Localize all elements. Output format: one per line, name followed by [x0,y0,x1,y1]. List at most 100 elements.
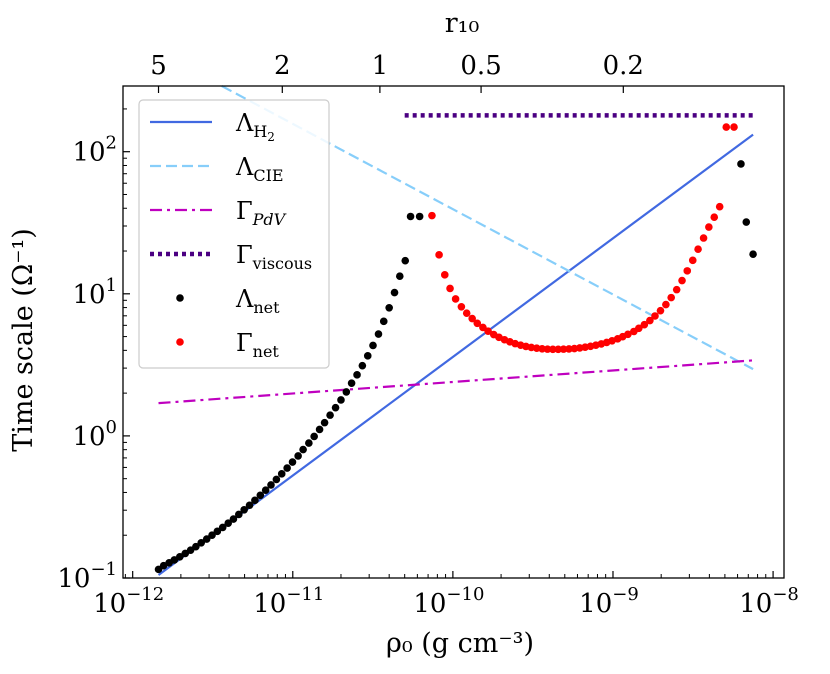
y-tick-label: 100 [72,417,117,452]
x-tick-label: 10−9 [579,584,639,619]
data-point [294,452,302,460]
data-point [678,276,686,285]
legend-box [138,99,330,369]
data-point [213,527,222,536]
data-point [715,202,724,211]
legend-label: ΛCIE [235,153,284,185]
legend-label: ΓPdV [236,197,287,229]
data-point [651,312,659,320]
data-point [374,330,383,338]
data-point [440,271,449,279]
data-point [202,535,211,543]
data-point [694,245,702,254]
data-point [353,371,361,379]
top-tick-label: 0.2 [603,51,644,81]
data-point [379,317,388,326]
data-point [749,250,757,258]
data-point [559,345,568,353]
data-point [457,303,466,311]
data-point [435,251,443,259]
data-point [484,327,492,335]
legend-marker [176,338,184,346]
data-point [326,411,334,419]
top-tick-label: 0.5 [460,51,501,81]
top-tick-label: 1 [372,51,389,81]
data-point [705,223,713,231]
data-point [192,542,200,551]
data-point [159,561,168,570]
data-point [549,345,557,354]
data-point [277,470,286,478]
data-point [385,304,393,312]
legend-label: ΛH2 [235,109,275,144]
legend-label: Λnet [235,285,280,317]
data-point [565,345,573,353]
data-point [428,211,436,220]
data-point [688,256,697,265]
data-point [369,341,377,350]
data-point [406,212,415,221]
data-point [462,309,471,318]
data-point [320,418,329,427]
data-point [451,295,460,303]
top-tick-label: 5 [150,51,167,81]
legend-label: Γnet [236,329,279,361]
data-point [543,345,552,353]
data-point [267,481,275,489]
data-point [251,496,259,505]
x-tick-label: 10−10 [413,584,484,619]
data-point [229,515,238,523]
data-point [256,491,265,500]
x-tick-label: 10−8 [739,584,799,619]
data-point [656,306,665,315]
data-point [358,361,367,370]
data-point [283,464,291,472]
data-point [347,379,356,387]
data-point [363,352,372,360]
data-point [730,123,738,131]
series--net-points [154,160,757,574]
data-point [224,519,232,528]
data-point [240,505,248,514]
data-point [176,552,184,561]
data-point [640,320,649,329]
data-point [395,272,404,281]
y-tick-label: 10−1 [57,559,117,594]
data-point [288,458,297,466]
data-point [699,234,708,242]
data-point [710,213,719,222]
data-point [170,556,179,564]
data-point [331,403,340,412]
data-point [218,523,227,532]
legend: ΛH2 ΛCIE ΓPdV Γviscous Λnet Γnet [138,99,330,369]
data-point [415,212,424,221]
data-point [635,324,643,333]
data-point [672,285,681,294]
data-point [737,160,745,168]
y-tick-label: 101 [72,275,117,310]
plot-frame [122,85,785,579]
data-point [473,319,482,328]
data-point [538,345,546,353]
top-axis-label: r₁₀ [445,8,480,39]
legend-marker [176,294,184,302]
data-point [662,300,670,309]
data-point [742,218,751,226]
data-point [667,293,675,302]
data-point [390,288,399,297]
y-tick-label: 102 [72,133,117,168]
data-point [234,510,243,519]
axes-layer: 10−12 10−11 10−10 10−9 10−8 10−1 100 101 102 5 2 1 0… [57,51,799,619]
series--net-points [428,123,738,354]
data-point [299,445,307,454]
data-point [208,531,216,540]
y-axis-label: Time scale (Ω⁻¹) [8,228,39,452]
data-point [197,538,206,547]
legend-label: Γviscous [236,241,312,273]
data-point [310,432,318,441]
x-tick-label: 10−12 [93,584,164,619]
data-point [315,425,324,434]
data-point [554,345,563,354]
x-axis-label: ρ₀ (g cm⁻³) [386,628,534,659]
